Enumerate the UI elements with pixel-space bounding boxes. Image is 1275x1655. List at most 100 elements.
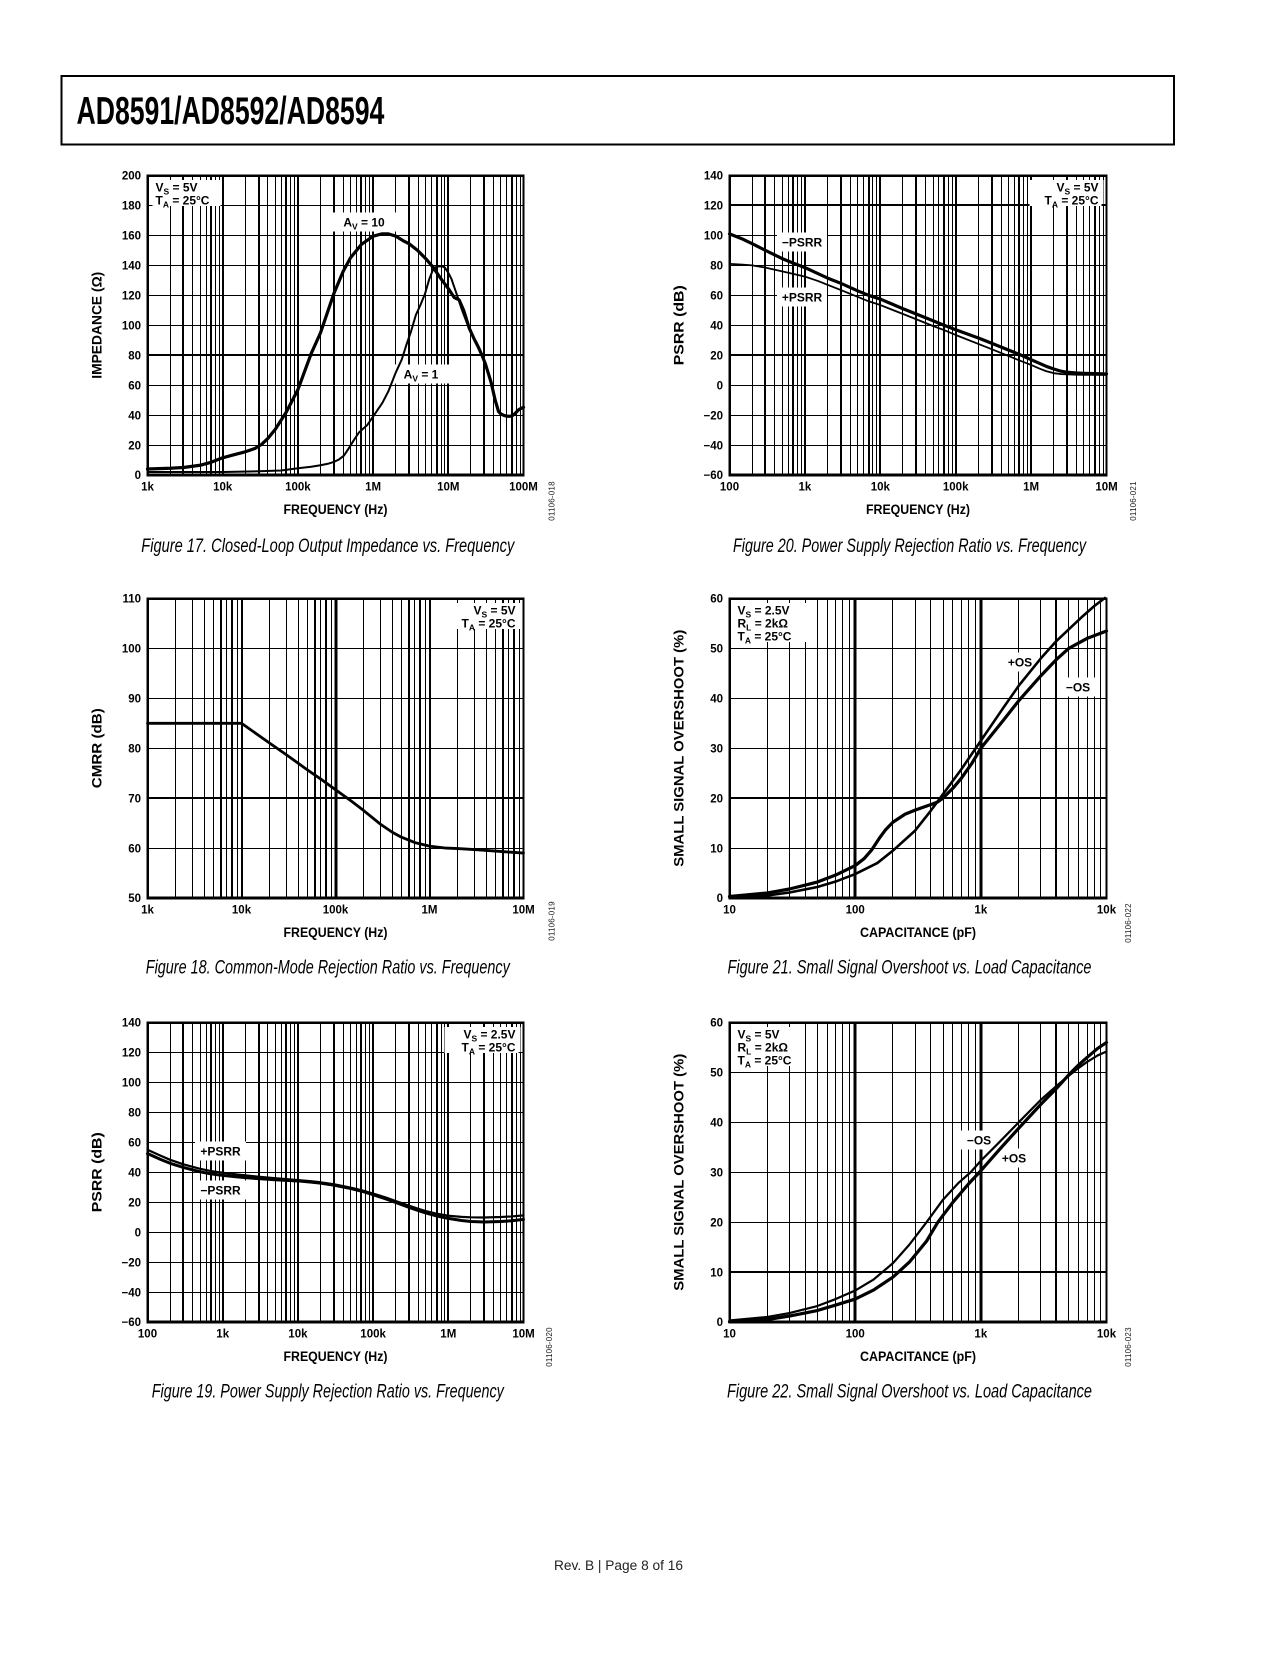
- svg-text:01106-020: 01106-020: [545, 1327, 554, 1367]
- svg-text:Rev. B | Page 8 of 16: Rev. B | Page 8 of 16: [554, 1558, 683, 1573]
- svg-text:100: 100: [122, 644, 141, 656]
- svg-text:1M: 1M: [440, 1329, 456, 1341]
- svg-text:100k: 100k: [323, 905, 349, 917]
- svg-text:+OS: +OS: [1008, 655, 1032, 669]
- svg-text:−20: −20: [121, 1257, 141, 1269]
- svg-text:120: 120: [122, 1048, 141, 1060]
- svg-text:40: 40: [710, 694, 723, 706]
- svg-text:01106-022: 01106-022: [1124, 903, 1133, 943]
- svg-text:40: 40: [710, 320, 723, 332]
- svg-text:−OS: −OS: [1066, 680, 1090, 694]
- svg-text:10k: 10k: [1097, 1329, 1117, 1341]
- svg-text:Figure 21. Small Signal Oversh: Figure 21. Small Signal Overshoot vs. Lo…: [728, 958, 1092, 979]
- svg-text:10k: 10k: [871, 482, 891, 494]
- svg-text:200: 200: [122, 171, 141, 183]
- svg-text:20: 20: [710, 1217, 723, 1229]
- svg-text:100k: 100k: [943, 482, 969, 494]
- svg-text:1k: 1k: [799, 482, 812, 494]
- svg-text:VS = 2.5V: VS = 2.5V: [738, 604, 790, 620]
- svg-text:10k: 10k: [232, 905, 252, 917]
- svg-text:10M: 10M: [1095, 482, 1117, 494]
- svg-text:40: 40: [710, 1118, 723, 1130]
- svg-text:Figure 20. Power Supply Reject: Figure 20. Power Supply Rejection Ratio …: [733, 536, 1087, 557]
- svg-text:TA = 25°C: TA = 25°C: [462, 1041, 516, 1057]
- svg-text:AV = 1: AV = 1: [404, 367, 439, 383]
- svg-text:120: 120: [122, 291, 141, 303]
- svg-text:10k: 10k: [213, 482, 233, 494]
- svg-text:100: 100: [122, 320, 141, 332]
- svg-text:60: 60: [710, 291, 723, 303]
- svg-text:140: 140: [122, 1018, 141, 1030]
- svg-text:80: 80: [710, 261, 723, 273]
- svg-text:1M: 1M: [422, 905, 438, 917]
- svg-text:+OS: +OS: [1002, 1151, 1026, 1165]
- svg-text:140: 140: [122, 261, 141, 273]
- svg-text:100M: 100M: [509, 482, 538, 494]
- svg-text:CAPACITANCE (pF): CAPACITANCE (pF): [860, 1349, 976, 1364]
- svg-text:10k: 10k: [1097, 905, 1117, 917]
- svg-text:TA = 25°C: TA = 25°C: [1045, 194, 1099, 210]
- svg-text:1k: 1k: [974, 905, 987, 917]
- svg-text:+PSRR: +PSRR: [782, 290, 823, 304]
- svg-text:0: 0: [717, 1317, 723, 1329]
- svg-text:70: 70: [128, 793, 141, 805]
- svg-text:120: 120: [704, 201, 723, 213]
- svg-text:80: 80: [128, 350, 141, 362]
- svg-text:−60: −60: [703, 470, 723, 482]
- svg-text:10: 10: [710, 1267, 723, 1279]
- svg-text:VS = 5V: VS = 5V: [738, 1028, 780, 1044]
- svg-text:10M: 10M: [512, 1329, 534, 1341]
- svg-text:50: 50: [128, 893, 141, 905]
- svg-text:+PSRR: +PSRR: [200, 1144, 241, 1158]
- svg-text:−OS: −OS: [967, 1133, 991, 1147]
- svg-text:10M: 10M: [512, 905, 534, 917]
- svg-text:−PSRR: −PSRR: [782, 235, 823, 249]
- svg-text:10: 10: [723, 1329, 736, 1341]
- svg-text:50: 50: [710, 644, 723, 656]
- svg-text:30: 30: [710, 1167, 723, 1179]
- svg-text:20: 20: [128, 1197, 141, 1209]
- svg-text:100: 100: [846, 1329, 865, 1341]
- svg-text:VS = 5V: VS = 5V: [473, 604, 515, 620]
- svg-text:FREQUENCY (Hz): FREQUENCY (Hz): [284, 925, 388, 940]
- svg-text:TA = 25°C: TA = 25°C: [738, 1054, 792, 1070]
- svg-text:TA = 25°C: TA = 25°C: [738, 630, 792, 646]
- svg-text:Figure 22. Small Signal Oversh: Figure 22. Small Signal Overshoot vs. Lo…: [727, 1382, 1092, 1403]
- svg-text:10M: 10M: [437, 482, 459, 494]
- svg-text:FREQUENCY (Hz): FREQUENCY (Hz): [284, 502, 388, 517]
- svg-text:100k: 100k: [360, 1329, 386, 1341]
- svg-text:AV = 10: AV = 10: [343, 215, 385, 231]
- svg-text:60: 60: [710, 594, 723, 606]
- svg-text:0: 0: [135, 1227, 141, 1239]
- svg-text:0: 0: [135, 470, 141, 482]
- svg-text:−60: −60: [121, 1317, 141, 1329]
- svg-text:VS = 2.5V: VS = 2.5V: [463, 1028, 515, 1044]
- svg-text:−PSRR: −PSRR: [200, 1183, 241, 1197]
- svg-text:1M: 1M: [1023, 482, 1039, 494]
- svg-text:60: 60: [128, 380, 141, 392]
- svg-text:0: 0: [717, 380, 723, 392]
- svg-text:−40: −40: [703, 440, 723, 452]
- svg-text:10k: 10k: [288, 1329, 308, 1341]
- svg-text:IMPEDANCE (Ω): IMPEDANCE (Ω): [90, 272, 105, 379]
- svg-text:100: 100: [138, 1329, 157, 1341]
- svg-text:60: 60: [710, 1018, 723, 1030]
- svg-text:01106-018: 01106-018: [548, 481, 557, 521]
- svg-text:AD8591/AD8592/AD8594: AD8591/AD8592/AD8594: [77, 90, 385, 133]
- svg-text:50: 50: [710, 1068, 723, 1080]
- svg-text:100: 100: [720, 482, 739, 494]
- svg-text:180: 180: [122, 201, 141, 213]
- svg-text:100: 100: [704, 231, 723, 243]
- svg-text:30: 30: [710, 743, 723, 755]
- svg-text:60: 60: [128, 843, 141, 855]
- svg-text:−40: −40: [121, 1287, 141, 1299]
- svg-text:40: 40: [128, 410, 141, 422]
- svg-text:0: 0: [717, 893, 723, 905]
- svg-text:60: 60: [128, 1138, 141, 1150]
- svg-text:80: 80: [128, 1108, 141, 1120]
- svg-text:20: 20: [710, 350, 723, 362]
- svg-text:Figure 17. Closed-Loop Output: Figure 17. Closed-Loop Output Impedance …: [141, 536, 515, 557]
- svg-text:TA = 25°C: TA = 25°C: [462, 617, 516, 633]
- svg-text:Figure 19. Power Supply Reject: Figure 19. Power Supply Rejection Ratio …: [152, 1382, 505, 1403]
- svg-text:Figure 18. Common-Mode Rejecti: Figure 18. Common-Mode Rejection Ratio v…: [146, 958, 511, 979]
